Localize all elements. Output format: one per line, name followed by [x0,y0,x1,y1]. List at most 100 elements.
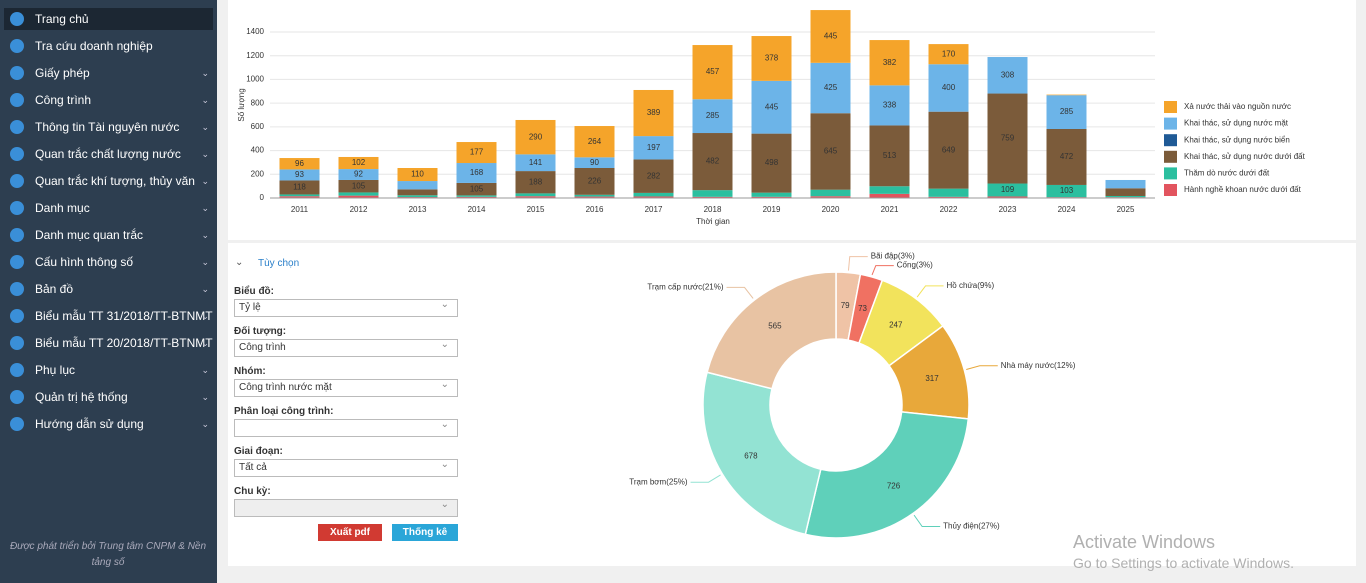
bar-value-label: 308 [1001,70,1015,79]
x-tick-label: 2014 [468,205,486,214]
options-toggle[interactable]: Tùy chọn [258,258,300,269]
menu-item[interactable]: Thông tin Tài nguyên nước ⌄ [4,116,213,138]
leader-line [871,265,894,276]
menu-icon [10,120,24,134]
bar-segment [692,45,733,100]
bar-segment [456,182,497,196]
menu-label: Quan trắc chất lượng nước [35,147,181,161]
menu-item[interactable]: Cấu hình thông số ⌄ [4,251,213,273]
menu-icon [10,174,24,188]
menu-item[interactable]: Danh mục quan trắc ⌄ [4,224,213,246]
menu-item[interactable]: Công trình ⌄ [4,89,213,111]
bar-value-label: 445 [765,102,779,111]
menu-item[interactable]: Danh mục ⌄ [4,197,213,219]
bar-segment [338,179,379,193]
bar-value-label: 498 [765,158,779,167]
menu-label: Công trình [35,93,92,107]
slice-label: Thủy điện(27%) [943,522,1000,531]
bar-segment [928,111,969,189]
legend-swatch [1164,134,1177,147]
menu-label: Bản đồ [35,282,74,296]
menu-icon [10,147,24,161]
menu-chevron: ⌄ [201,149,209,159]
bar-value-label: 513 [883,151,897,160]
menu-item[interactable]: Biểu mẫu TT 31/2018/TT-BTNMT ⌄ [4,305,213,327]
watermark: Activate Windows Go to Settings to activa… [1073,532,1294,571]
field-label: Nhóm: [234,366,266,377]
menu-item[interactable]: Giấy phép ⌄ [4,62,213,84]
bar-segment [515,119,556,155]
leader-line [690,474,721,483]
bar-segment [633,192,674,197]
export-button[interactable]: Xuất pdf [318,524,382,541]
bar-segment [692,99,733,134]
select[interactable]: Công trình [234,337,458,357]
bar-segment [987,196,1028,198]
menu-chevron: ⌄ [201,311,209,321]
field-label: Biểu đồ: [234,286,274,297]
bar-value-label: 110 [411,170,424,179]
bar-value-label: 389 [647,108,661,117]
menu-item[interactable]: Biểu mẫu TT 20/2018/TT-BTNMT ⌄ [4,332,213,354]
menu-item[interactable]: Quan trắc khí tượng, thủy văn ⌄ [4,170,213,192]
menu-chevron: ⌄ [201,95,209,105]
menu-chevron: ⌄ [201,122,209,132]
select[interactable]: Công trình nước mặt [234,377,458,397]
bar-value-label: 649 [942,145,956,154]
slice-label: Hồ chứa(9%) [947,281,995,290]
bar-segment [515,171,556,194]
legend-swatch [1164,167,1177,180]
y-tick-label: 400 [251,146,265,155]
bar-value-label: 425 [824,83,838,92]
bar-value-label: 197 [647,143,661,152]
field-label: Giai đoạn: [234,446,283,457]
bar-value-label: 400 [942,83,956,92]
menu-chevron: ⌄ [201,176,209,186]
bar-segment [869,85,910,126]
legend-swatch [1164,150,1177,163]
menu-icon [10,282,24,296]
donut-slice [706,271,837,390]
menu-item[interactable]: Hướng dẫn sử dụng ⌄ [4,413,213,435]
stats-button[interactable]: Thống kê [392,524,458,541]
bar-segment [574,126,615,158]
menu-item[interactable]: Quan trắc chất lượng nước ⌄ [4,143,213,165]
menu-item[interactable]: Quản trị hệ thống ⌄ [4,386,213,408]
field-label: Chu kỳ: [234,486,271,497]
menu-chevron: ⌄ [201,338,209,348]
menu-item[interactable]: Phụ lục ⌄ [4,359,213,381]
menu-icon [10,417,24,431]
select[interactable]: Tỷ lệ [234,297,458,317]
menu-item[interactable]: Tra cứu doanh nghiệp [4,35,213,57]
bar-segment [574,168,615,195]
bar-segment [633,196,674,198]
slice-value: 79 [841,301,850,310]
slice-value: 726 [887,481,901,490]
bar-segment [869,40,910,86]
sidebar: Được phát triển bởi Trung tâm CNPM & Nền… [0,0,217,583]
legend-label: Khai thác, sử dụng nước dưới đất [1184,152,1306,161]
bar-value-label: 118 [293,183,306,192]
menu-label: Biểu mẫu TT 31/2018/TT-BTNMT [35,309,213,323]
bar-segment [751,196,792,198]
slice-label: Trạm cấp nước(21%) [647,282,723,291]
bar-value-label: 96 [295,159,304,168]
bar-segment [456,142,497,164]
leader-line [913,514,941,528]
bar-value-label: 168 [470,168,484,177]
bar-segment [1046,95,1087,129]
donut-slice [804,411,970,539]
menu-item[interactable]: Trang chủ [4,8,213,30]
bar-segment [456,196,497,198]
menu-chevron: ⌄ [201,68,209,78]
y-axis-label: Số lượng [237,88,246,121]
x-tick-label: 2017 [645,205,663,214]
y-tick-label: 1400 [246,27,264,36]
select[interactable]: Tất cả [234,457,458,477]
bar-value-label: 93 [295,170,304,179]
menu-item[interactable]: Bản đồ ⌄ [4,278,213,300]
select[interactable] [234,417,458,437]
legend-label: Khai thác, sử dụng nước mặt [1184,119,1289,128]
bar-segment [928,196,969,198]
chevron[interactable]: ⌄ [235,257,244,268]
